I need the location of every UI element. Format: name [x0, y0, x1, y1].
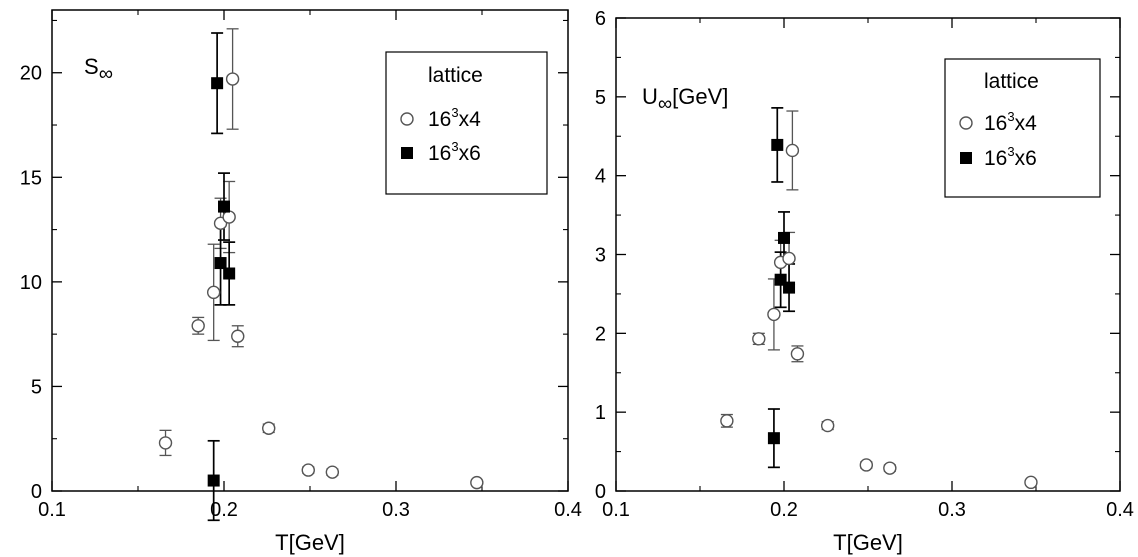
panel-label-suffix: [GeV] — [672, 84, 728, 109]
data-point-open-circle — [785, 143, 800, 158]
legend-label-rest: x4 — [459, 108, 482, 131]
data-point-open-circle — [782, 251, 796, 266]
data-point-open-circle — [720, 414, 734, 428]
legend-marker-16x6 — [401, 147, 413, 159]
x-tick-label: 0.3 — [382, 499, 410, 521]
y-tick-label: 0 — [31, 481, 42, 503]
x-tick-label: 0.4 — [1106, 499, 1134, 521]
panel-s-infinity: 0.1 0.2 0.3 0.4 0 5 10 15 20 T[GeV] S∞ lattice 1… — [20, 9, 582, 555]
data-point-open-circle — [790, 347, 805, 361]
panel-label-subscript: ∞ — [99, 63, 113, 85]
data-point-open-circle — [191, 319, 205, 333]
legend: lattice 163x4 163x6 — [944, 58, 1101, 198]
data-point-open-circle — [206, 285, 221, 300]
panel-label-symbol: S — [84, 54, 99, 79]
y-tick-label: 3 — [595, 245, 606, 267]
legend-label-base: 16 — [984, 112, 1007, 135]
legend-box — [944, 58, 1101, 198]
data-markers — [158, 72, 484, 490]
legend-marker-16x6 — [960, 152, 972, 164]
data-point-filled-square — [767, 432, 780, 445]
x-tick-label: 0.4 — [554, 499, 582, 521]
legend-label-sup: 3 — [1007, 144, 1014, 159]
legend-marker-16x4 — [400, 112, 414, 126]
data-point-filled-square — [207, 474, 220, 487]
data-point-open-circle — [752, 332, 766, 346]
legend-label-rest: x4 — [1015, 112, 1038, 135]
data-point-filled-square — [778, 231, 790, 244]
panel-label-subscript: ∞ — [658, 93, 672, 115]
y-tick-label: 1 — [595, 402, 606, 424]
data-point-open-circle — [158, 436, 173, 450]
panel-u-infinity: 0.1 0.2 0.3 0.4 0 1 2 3 4 5 6 T[GeV] U∞[GeV] latti… — [595, 8, 1134, 555]
data-point-open-circle — [859, 458, 874, 472]
axis-ticks — [51, 10, 569, 492]
y-tick-label: 2 — [595, 323, 606, 345]
panel-label: S∞ — [84, 54, 113, 85]
y-tick-label: 0 — [595, 481, 606, 503]
y-tick-label: 5 — [595, 87, 606, 109]
x-axis-label: T[GeV] — [275, 530, 345, 555]
x-axis-label: T[GeV] — [833, 530, 903, 555]
data-point-open-circle — [325, 465, 340, 479]
legend-label-base: 16 — [428, 108, 451, 131]
data-point-filled-square — [214, 257, 227, 270]
legend-label-sup: 3 — [451, 139, 458, 154]
legend-label-16x4: 163x4 — [428, 105, 481, 131]
legend-label-rest: x6 — [1015, 147, 1037, 170]
legend-label-rest: x6 — [459, 142, 481, 165]
data-point-open-circle — [231, 329, 245, 343]
x-tick-label: 0.2 — [770, 499, 798, 521]
data-point-filled-square — [783, 281, 796, 294]
y-tick-label: 4 — [595, 166, 606, 188]
x-tick-label: 0.1 — [38, 499, 66, 521]
data-point-filled-square — [771, 138, 784, 151]
data-point-open-circle — [767, 307, 781, 322]
data-point-open-circle — [301, 463, 315, 477]
data-point-filled-square — [218, 200, 230, 213]
panel-label-symbol: U — [642, 84, 658, 109]
panel-label: U∞[GeV] — [642, 84, 728, 115]
legend-label-16x4: 163x4 — [984, 109, 1037, 135]
legend-title: lattice — [428, 64, 483, 87]
legend-label-sup: 3 — [1007, 109, 1014, 124]
x-tick-label: 0.1 — [602, 499, 630, 521]
legend-label-sup: 3 — [451, 105, 458, 120]
legend-label-16x6: 163x6 — [984, 144, 1037, 170]
legend-box — [385, 51, 548, 195]
legend-label-base: 16 — [428, 142, 451, 165]
data-point-filled-square — [223, 267, 236, 280]
data-markers — [720, 138, 1038, 490]
legend-title: lattice — [984, 70, 1039, 93]
y-tick-label: 6 — [595, 8, 606, 30]
x-tick-label: 0.3 — [938, 499, 966, 521]
legend-label-base: 16 — [984, 147, 1007, 170]
data-point-open-circle — [1024, 475, 1038, 490]
tick-labels: 0.1 0.2 0.3 0.4 0 5 10 15 20 — [20, 63, 582, 521]
data-point-open-circle — [222, 210, 236, 224]
data-point-open-circle — [883, 461, 897, 475]
legend-marker-16x4 — [959, 116, 973, 130]
data-point-open-circle — [820, 418, 835, 433]
data-point-open-circle — [262, 421, 276, 435]
y-tick-label: 20 — [20, 63, 42, 85]
y-tick-label: 5 — [31, 376, 42, 398]
legend: lattice 163x4 163x6 — [385, 51, 548, 195]
x-tick-label: 0.2 — [210, 499, 238, 521]
data-point-open-circle — [225, 72, 240, 86]
legend-label-16x6: 163x6 — [428, 139, 481, 165]
data-point-filled-square — [211, 77, 224, 90]
axis-ticks — [615, 17, 1121, 492]
data-point-open-circle — [470, 475, 484, 490]
y-tick-label: 10 — [20, 272, 42, 294]
tick-labels: 0.1 0.2 0.3 0.4 0 1 2 3 4 5 6 — [595, 8, 1134, 521]
y-tick-label: 15 — [20, 167, 42, 189]
